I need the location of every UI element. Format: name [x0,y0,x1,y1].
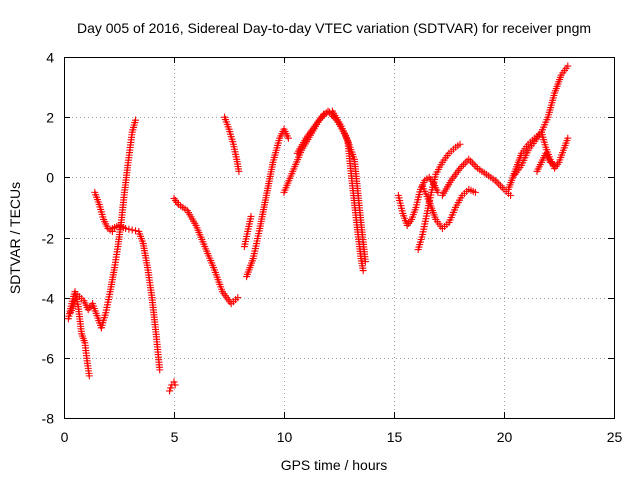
y-tick-label: -8 [42,411,55,427]
data-point [125,225,133,233]
data-point [122,224,130,232]
data-point [166,387,174,395]
data-marks [64,62,572,395]
data-point [507,191,515,199]
x-tick-label: 20 [497,429,513,445]
x-tick-label: 5 [171,429,179,445]
data-point [132,116,139,124]
data-point [132,227,139,235]
data-point [434,188,442,196]
axis-ticks: 0 5 10 15 20 25 -8 -6 -4 -2 0 2 4 [42,50,623,446]
y-tick-label: 4 [46,50,54,66]
data-point [361,258,369,266]
data-point [496,182,504,190]
data-point [456,140,464,148]
data-point [551,161,559,169]
series-arc3 [91,188,116,235]
series-arc9 [243,125,292,281]
data-point [458,163,466,171]
series-arc15 [419,182,479,232]
data-point [468,159,476,167]
data-point [471,188,479,196]
x-tick-label: 10 [277,429,293,445]
data-point [465,155,473,163]
data-point [359,267,367,275]
series-arc13 [394,173,442,229]
data-point [564,62,572,70]
data-point [156,366,164,374]
y-tick-label: -2 [42,231,55,247]
data-point [495,180,503,188]
series-arc4 [97,116,139,332]
data-point [167,384,175,392]
data-point [170,378,178,386]
data-point [320,110,328,118]
data-point [461,159,469,167]
data-point [234,294,242,302]
series-arc6 [166,378,179,395]
series-arc7 [170,194,242,308]
series-arc1 [64,288,93,380]
data-point [564,134,572,142]
x-tick-label: 15 [387,429,403,445]
series-arc5 [108,221,164,374]
series-arc19 [533,149,559,175]
series-arc12 [293,107,367,275]
data-point [247,212,255,220]
data-point [325,108,333,116]
series-arc18 [511,128,572,178]
y-tick-label: 2 [46,110,54,126]
series-arc10 [240,212,255,251]
y-tick-label: 0 [46,170,54,186]
series-arc2 [67,291,105,332]
y-axis-label: SDTVAR / TECUs [7,182,23,294]
data-point [235,167,243,175]
data-point [493,178,501,186]
series-arc16 [438,155,515,199]
data-point [128,226,136,234]
x-axis-label: GPS time / hours [281,457,388,473]
data-point [460,161,468,169]
data-point [470,161,478,169]
chart-title: Day 005 of 2016, Sidereal Day-to-day VTE… [77,20,591,36]
data-point [85,372,93,380]
data-point [472,163,480,171]
data-point [323,109,331,117]
series-arc8 [221,113,243,175]
data-point [171,381,179,389]
grid [64,57,614,418]
x-tick-label: 25 [607,429,623,445]
data-point [284,134,292,142]
y-tick-label: -6 [42,351,55,367]
y-tick-label: -4 [42,291,55,307]
series-arc14 [414,140,464,254]
x-tick-label: 0 [61,429,69,445]
data-point [467,157,475,165]
